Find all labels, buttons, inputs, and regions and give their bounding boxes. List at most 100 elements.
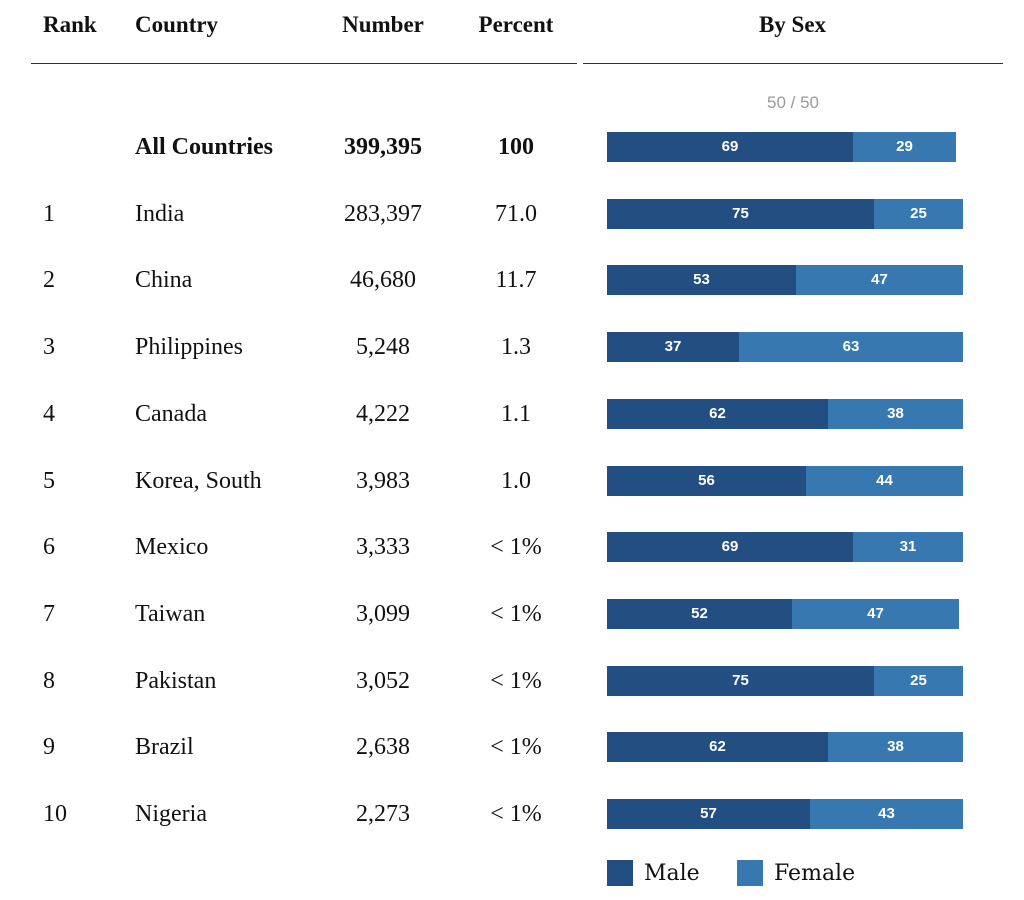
bar-segment-male: 53 <box>607 265 796 295</box>
bar-segment-female: 43 <box>810 799 963 829</box>
percent-cell: < 1% <box>490 734 542 760</box>
number-cell: 3,052 <box>356 668 410 694</box>
table-row: 6 Mexico 3,333 < 1% 69 31 <box>0 530 1024 564</box>
number-cell: 3,099 <box>356 601 410 627</box>
bar-segment-male: 52 <box>607 599 792 629</box>
table-row: 1 India 283,397 71.0 75 25 <box>0 197 1024 231</box>
sex-bar: 52 47 <box>607 599 959 629</box>
country-cell: Philippines <box>135 334 244 360</box>
rank-cell: 3 <box>43 334 55 360</box>
number-cell: 283,397 <box>344 201 422 227</box>
table-row: 10 Nigeria 2,273 < 1% 57 43 <box>0 797 1024 831</box>
legend-label-male: Male <box>644 861 700 886</box>
country-cell: All Countries <box>135 134 273 160</box>
legend-swatch-female <box>737 860 763 886</box>
country-cell: China <box>135 267 193 293</box>
bar-segment-female: 47 <box>796 265 963 295</box>
bar-segment-female: 25 <box>874 199 963 229</box>
rank-cell: 1 <box>43 201 55 227</box>
bar-segment-female: 29 <box>853 132 956 162</box>
rank-cell: 7 <box>43 601 55 627</box>
sex-bar: 69 29 <box>607 132 956 162</box>
bar-segment-male: 56 <box>607 466 806 496</box>
table-row: 2 China 46,680 11.7 53 47 <box>0 263 1024 297</box>
bar-segment-female: 25 <box>874 666 963 696</box>
country-cell: Korea, South <box>135 468 262 494</box>
header-divider <box>317 63 447 64</box>
bar-segment-male: 75 <box>607 666 874 696</box>
sex-bar: 37 63 <box>607 332 963 362</box>
number-cell: 46,680 <box>350 267 416 293</box>
table-row: 3 Philippines 5,248 1.3 37 63 <box>0 330 1024 364</box>
header-divider <box>31 63 317 64</box>
header-by-sex: By Sex <box>758 12 827 37</box>
bar-segment-male: 37 <box>607 332 739 362</box>
percent-cell: < 1% <box>490 801 542 827</box>
country-cell: Mexico <box>135 534 209 560</box>
table-row: 7 Taiwan 3,099 < 1% 52 47 <box>0 597 1024 631</box>
table-row: 4 Canada 4,222 1.1 62 38 <box>0 397 1024 431</box>
country-cell: Taiwan <box>135 601 206 627</box>
percent-cell: < 1% <box>490 601 542 627</box>
bar-segment-male: 62 <box>607 399 828 429</box>
bar-segment-female: 31 <box>853 532 963 562</box>
country-cell: Pakistan <box>135 668 217 694</box>
header-divider <box>583 63 1003 64</box>
rank-cell: 5 <box>43 468 55 494</box>
bar-segment-male: 57 <box>607 799 810 829</box>
legend-swatch-male <box>607 860 633 886</box>
percent-cell: 71.0 <box>495 201 537 227</box>
sex-bar: 69 31 <box>607 532 963 562</box>
header-divider <box>447 63 577 64</box>
country-cell: Brazil <box>135 734 194 760</box>
bar-segment-female: 38 <box>828 399 963 429</box>
percent-cell: 11.7 <box>495 267 537 293</box>
country-cell: Canada <box>135 401 207 427</box>
sex-bar: 75 25 <box>607 666 963 696</box>
bar-segment-female: 63 <box>739 332 963 362</box>
rank-cell: 4 <box>43 401 55 427</box>
number-cell: 2,273 <box>356 801 410 827</box>
bar-segment-female: 44 <box>806 466 963 496</box>
percent-cell: 100 <box>498 134 534 160</box>
table-row: 9 Brazil 2,638 < 1% 62 38 <box>0 730 1024 764</box>
percent-cell: < 1% <box>490 534 542 560</box>
bar-segment-female: 38 <box>828 732 963 762</box>
number-cell: 3,983 <box>356 468 410 494</box>
percent-cell: 1.3 <box>501 334 531 360</box>
table-row-total: All Countries 399,395 100 69 29 <box>0 130 1024 164</box>
sex-bar: 53 47 <box>607 265 963 295</box>
percent-cell: 1.0 <box>501 468 531 494</box>
number-cell: 4,222 <box>356 401 410 427</box>
table-row: 8 Pakistan 3,052 < 1% 75 25 <box>0 664 1024 698</box>
header-percent: Percent <box>478 12 554 37</box>
sex-bar: 75 25 <box>607 199 963 229</box>
bar-segment-male: 69 <box>607 532 853 562</box>
rank-cell: 6 <box>43 534 55 560</box>
number-cell: 5,248 <box>356 334 410 360</box>
country-cell: India <box>135 201 185 227</box>
header-rank: Rank <box>43 12 97 37</box>
bar-segment-male: 69 <box>607 132 853 162</box>
rank-cell: 9 <box>43 734 55 760</box>
bar-segment-male: 75 <box>607 199 874 229</box>
percent-cell: < 1% <box>490 668 542 694</box>
sex-bar: 62 38 <box>607 399 963 429</box>
header-number: Number <box>342 12 424 37</box>
percent-cell: 1.1 <box>501 401 531 427</box>
number-cell: 399,395 <box>344 134 422 160</box>
legend-label-female: Female <box>774 861 856 886</box>
table-row: 5 Korea, South 3,983 1.0 56 44 <box>0 464 1024 498</box>
number-cell: 2,638 <box>356 734 410 760</box>
country-cell: Nigeria <box>135 801 207 827</box>
header-country: Country <box>135 12 219 37</box>
number-cell: 3,333 <box>356 534 410 560</box>
rank-cell: 10 <box>43 801 67 827</box>
rank-cell: 2 <box>43 267 55 293</box>
bar-segment-male: 62 <box>607 732 828 762</box>
bar-segment-female: 47 <box>792 599 959 629</box>
pagination-indicator: 50 / 50 <box>767 93 819 112</box>
sex-bar: 62 38 <box>607 732 963 762</box>
sex-bar: 57 43 <box>607 799 963 829</box>
sex-bar: 56 44 <box>607 466 963 496</box>
